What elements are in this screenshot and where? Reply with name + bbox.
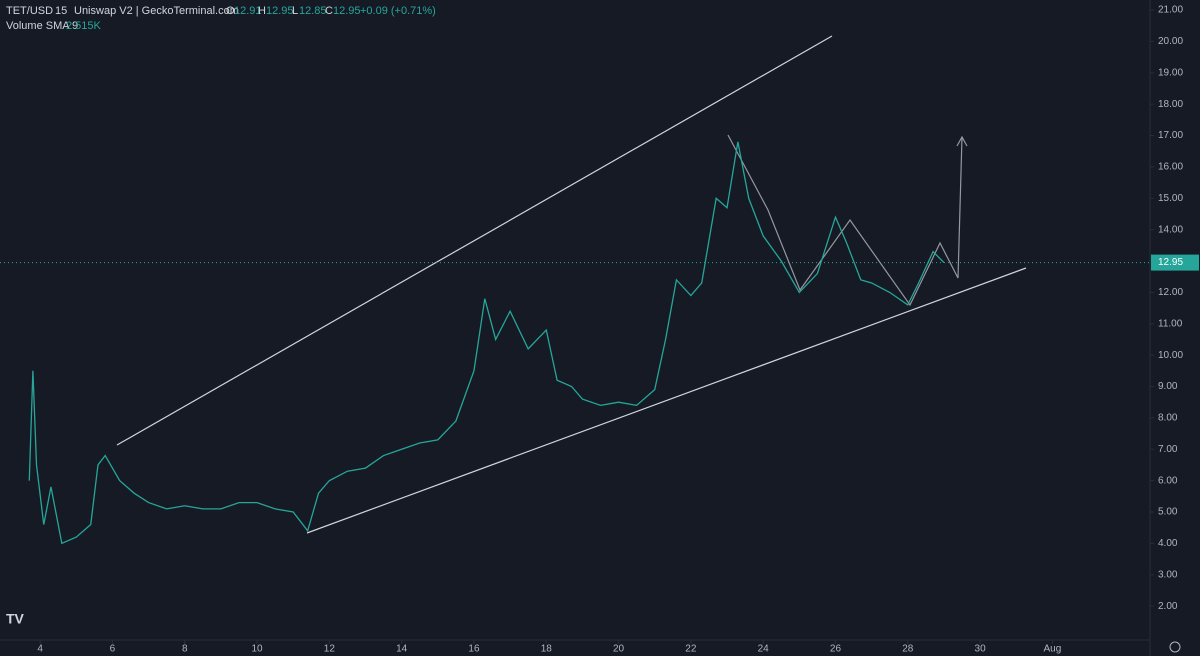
y-tick-label: 10.00: [1158, 350, 1183, 361]
y-tick-label: 5.00: [1158, 507, 1178, 518]
x-tick-label: 4: [37, 644, 43, 655]
x-tick-label: 18: [541, 644, 553, 655]
x-tick-label: 14: [396, 644, 408, 655]
y-tick-label: 2.00: [1158, 601, 1178, 612]
logo: TV: [6, 611, 25, 627]
l-label: L: [292, 5, 298, 17]
high: 12.95: [266, 5, 294, 17]
y-tick-label: 12.00: [1158, 287, 1183, 298]
source: Uniswap V2 | GeckoTerminal.com: [74, 5, 239, 17]
y-tick-label: 20.00: [1158, 36, 1183, 47]
x-tick-label: 28: [902, 644, 914, 655]
interval: 15: [55, 5, 67, 17]
close: 12.95: [333, 5, 361, 17]
x-tick-label: 16: [468, 644, 480, 655]
open: 12.91: [234, 5, 262, 17]
y-tick-label: 9.00: [1158, 381, 1178, 392]
y-tick-label: 6.00: [1158, 475, 1178, 486]
x-tick-label: 10: [251, 644, 263, 655]
last-price-label: 12.95: [1158, 257, 1183, 268]
x-tick-label: 26: [830, 644, 842, 655]
y-tick-label: 17.00: [1158, 130, 1183, 141]
y-tick-label: 19.00: [1158, 67, 1183, 78]
change: +0.09 (+0.71%): [360, 5, 436, 17]
volume-value: 2.515K: [66, 20, 102, 32]
x-tick-label: 8: [182, 644, 188, 655]
low: 12.85: [299, 5, 327, 17]
settings-icon[interactable]: [1169, 641, 1181, 653]
price-line: [28, 141, 945, 545]
y-tick-label: 3.00: [1158, 569, 1178, 580]
symbol: TET/USD: [6, 5, 53, 17]
x-tick-label: 24: [758, 644, 770, 655]
arrow-head: [956, 135, 968, 147]
y-tick-label: 4.00: [1158, 538, 1178, 549]
x-tick-label: 22: [685, 644, 697, 655]
c-label: C: [325, 5, 333, 17]
o-label: O: [226, 5, 235, 17]
y-tick-label: 16.00: [1158, 162, 1183, 173]
x-tick-label: 6: [110, 644, 116, 655]
x-tick-label: Aug: [1043, 644, 1061, 655]
x-tick-label: 12: [324, 644, 336, 655]
x-tick-label: 20: [613, 644, 625, 655]
y-tick-label: 11.00: [1158, 318, 1183, 329]
y-tick-label: 14.00: [1158, 224, 1183, 235]
y-tick-label: 15.00: [1158, 193, 1183, 204]
lower-trendline: [306, 267, 1027, 534]
y-tick-label: 7.00: [1158, 444, 1178, 455]
upper-trendline: [116, 35, 833, 446]
volume-label: Volume SMA 9: [6, 20, 78, 32]
x-tick-label: 30: [975, 644, 987, 655]
y-tick-label: 8.00: [1158, 413, 1178, 424]
y-tick-label: 21.00: [1158, 5, 1183, 16]
last-price-box: [1151, 254, 1199, 271]
h-label: H: [258, 5, 266, 17]
y-tick-label: 18.00: [1158, 99, 1183, 110]
